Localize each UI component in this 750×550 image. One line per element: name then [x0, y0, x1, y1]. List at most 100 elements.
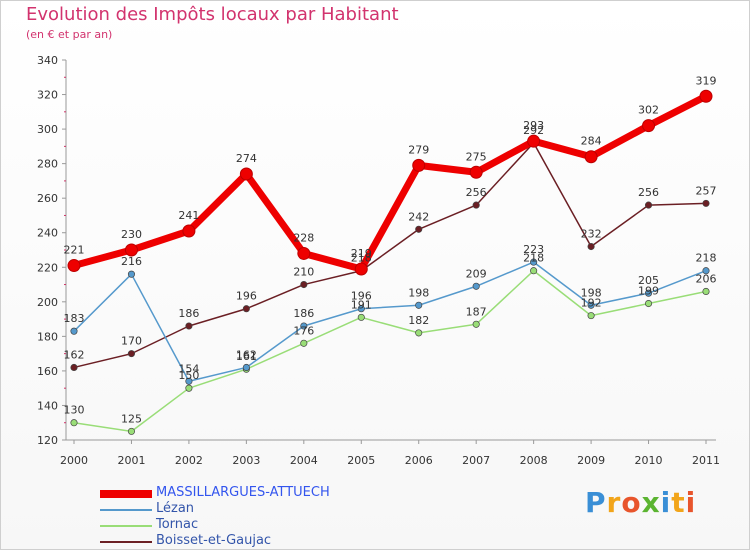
series-line-3 [70, 92, 710, 273]
proxiti-logo: Proxiti [585, 486, 696, 519]
data-label: 292 [523, 124, 544, 137]
y-tick-label: 240 [37, 227, 58, 240]
data-label: 219 [351, 247, 372, 260]
data-point [300, 280, 308, 289]
data-point [642, 119, 656, 133]
y-tick-label: 320 [37, 89, 58, 102]
data-label: 182 [408, 314, 429, 327]
data-point [185, 322, 193, 330]
logo-letter: o [621, 486, 642, 519]
data-label: 302 [638, 104, 659, 117]
data-label: 279 [408, 143, 429, 156]
data-label: 162 [236, 348, 257, 361]
data-label: 230 [121, 228, 142, 241]
y-tick-label: 280 [37, 158, 58, 171]
legend-swatch [100, 525, 152, 527]
data-label: 256 [466, 186, 487, 199]
x-tick-label: 2007 [462, 454, 490, 467]
data-point [415, 329, 423, 337]
data-point [242, 305, 250, 313]
data-label: 221 [64, 244, 85, 257]
x-tick-label: 2010 [635, 454, 663, 467]
data-label: 223 [523, 243, 544, 256]
data-point [644, 289, 653, 297]
data-point [70, 363, 78, 372]
data-labels: 162 170 186 196 210 218 242 256 292 232 256 257 130 1… [64, 74, 717, 425]
data-point [354, 262, 368, 276]
y-tick-label: 140 [37, 399, 58, 412]
legend-swatch [100, 509, 152, 511]
data-label: 187 [466, 305, 487, 318]
data-point [699, 89, 713, 103]
series-line-1 [73, 269, 707, 433]
data-point [127, 270, 136, 278]
x-tick-label: 2002 [175, 454, 203, 467]
y-tick-label: 300 [37, 123, 58, 136]
data-point [527, 134, 541, 148]
data-point [584, 150, 598, 164]
data-point [300, 339, 308, 347]
data-point [530, 258, 538, 266]
y-tick-label: 120 [37, 434, 58, 447]
data-label: 154 [178, 362, 199, 375]
logo-letter: P [585, 486, 607, 519]
legend-label: MASSILLARGUES-ATTUECH [156, 485, 330, 500]
data-label: 198 [408, 286, 429, 299]
data-point [70, 419, 78, 427]
data-label: 209 [466, 267, 487, 280]
data-label: 176 [293, 324, 314, 337]
y-tick-label: 160 [37, 365, 58, 378]
data-label: 130 [64, 404, 85, 417]
data-label: 125 [121, 412, 142, 425]
data-label: 242 [408, 210, 429, 223]
logo-letter: x [641, 486, 661, 519]
y-tick-label: 340 [37, 54, 58, 67]
data-label: 162 [64, 348, 85, 361]
legend-label: Lézan [156, 501, 195, 516]
logo-letter: r [606, 486, 622, 519]
y-tick-label: 220 [37, 261, 58, 274]
x-tick-label: 2003 [232, 454, 260, 467]
data-label: 218 [696, 252, 717, 265]
data-point [587, 301, 595, 309]
x-tick-label: 2006 [405, 454, 433, 467]
data-point [412, 158, 426, 172]
data-label: 274 [236, 152, 257, 165]
logo-letter: t [671, 486, 686, 519]
x-tick-label: 2008 [520, 454, 548, 467]
data-point [587, 242, 595, 251]
data-label: 198 [581, 286, 602, 299]
data-point [644, 201, 653, 209]
x-tick-label: 2005 [347, 454, 375, 467]
data-label: 319 [696, 74, 717, 87]
y-tick-label: 260 [37, 192, 58, 205]
data-point [239, 167, 253, 181]
x-tick-label: 2011 [692, 454, 720, 467]
data-point [357, 305, 365, 313]
series-lines [67, 89, 713, 435]
data-label: 293 [523, 119, 544, 132]
data-label: 192 [581, 297, 602, 310]
data-label: 199 [638, 285, 659, 298]
data-point [530, 267, 538, 275]
legend-label: Boisset-et-Gaujac [156, 533, 272, 548]
series-line-2 [73, 261, 707, 383]
data-point [70, 327, 78, 335]
legend-label: Tornac [156, 517, 199, 532]
data-point [242, 363, 250, 372]
data-point [182, 224, 196, 238]
data-label: 186 [293, 307, 314, 320]
data-point [297, 246, 311, 260]
legend-swatch [100, 541, 152, 543]
data-point [415, 225, 423, 233]
data-label: 161 [236, 350, 257, 363]
data-label: 284 [581, 135, 602, 148]
data-label: 196 [351, 290, 372, 303]
data-label: 150 [178, 369, 199, 382]
data-point [472, 320, 480, 328]
chart-title: Evolution des Impôts locaux par Habitant [26, 4, 399, 25]
data-point [472, 282, 480, 290]
data-point [702, 199, 710, 207]
